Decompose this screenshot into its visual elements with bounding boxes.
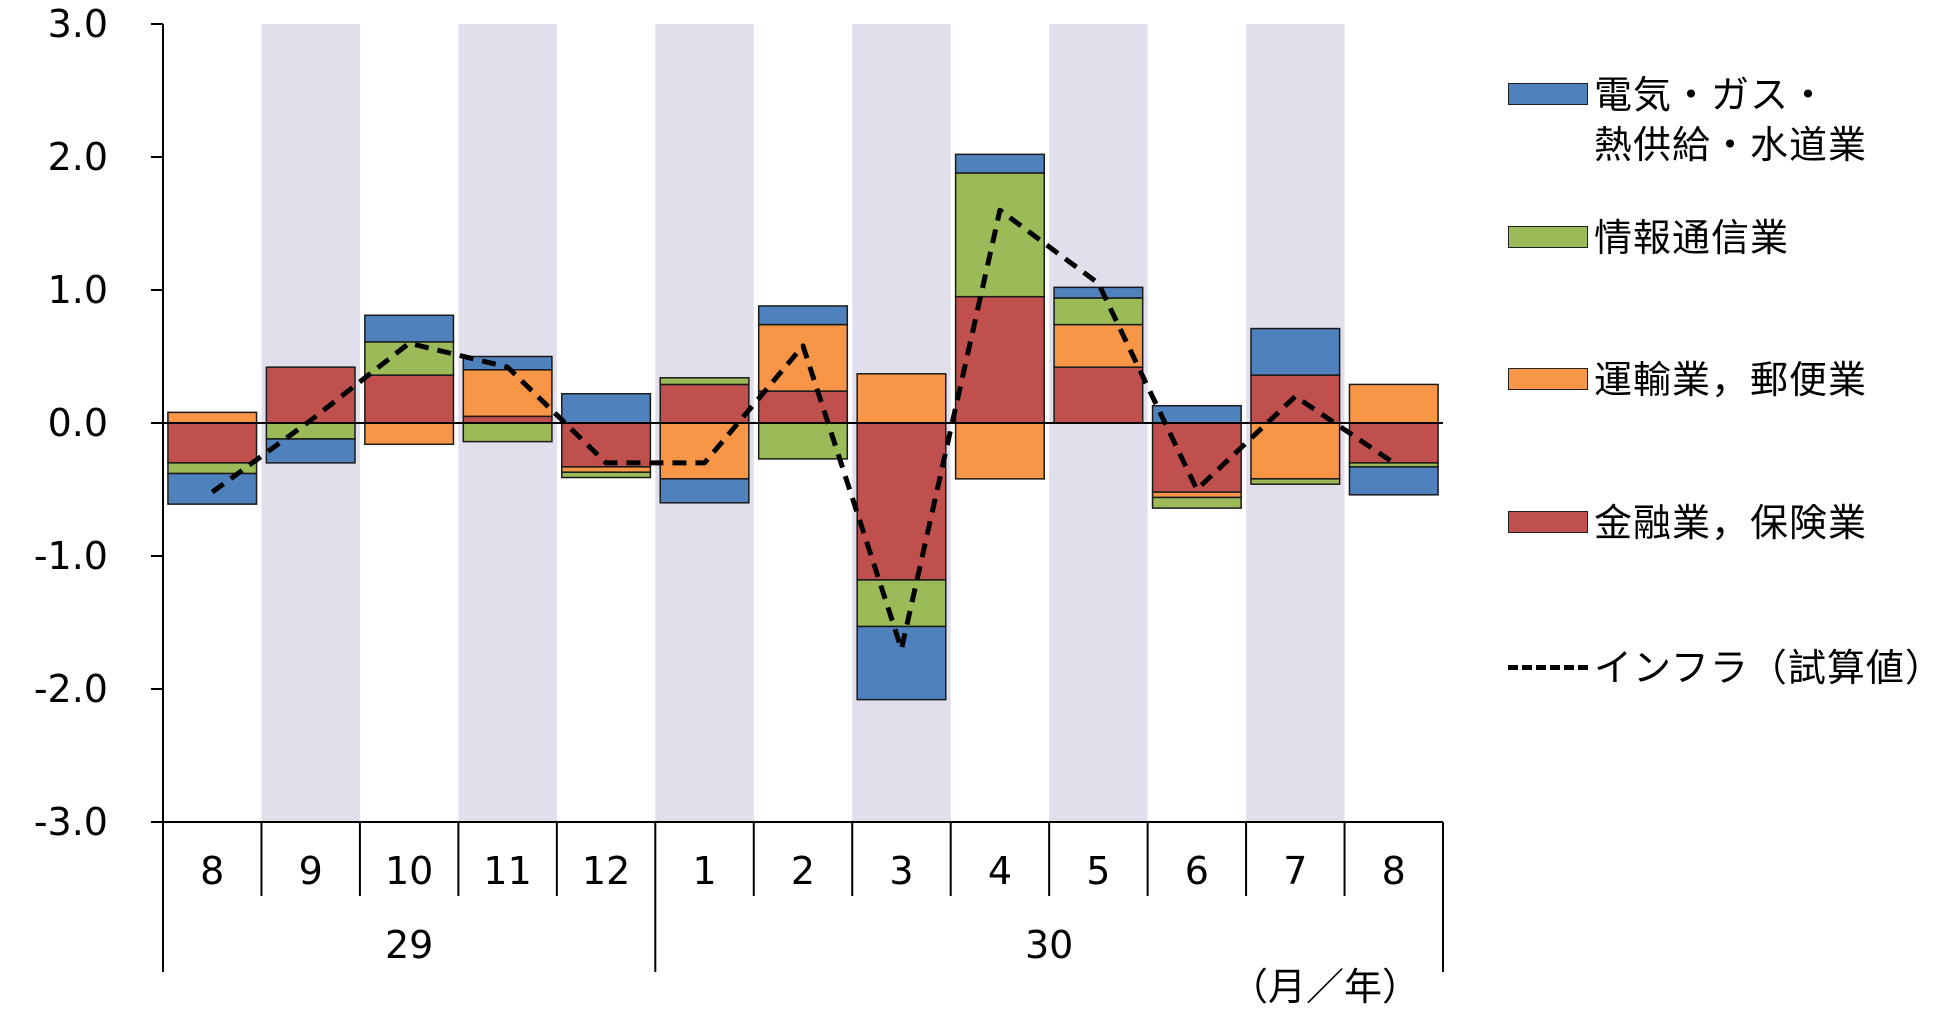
y-tick-label: 3.0	[48, 2, 108, 46]
category-label: 7	[1283, 849, 1307, 893]
bar-segment-s2-c3	[462, 422, 553, 443]
bar-segment-s0-c5	[659, 383, 750, 424]
legend-swatch-finance	[1508, 511, 1588, 533]
category-label: 8	[1382, 849, 1406, 893]
y-tick-label: -1.0	[34, 534, 108, 578]
bar-segment-s1-c2	[364, 422, 455, 446]
category-label: 11	[483, 849, 531, 893]
bar-segment-s2-c2	[364, 341, 455, 376]
legend-item-infra-line: インフラ（試算値）	[1508, 643, 1944, 693]
category-label: 5	[1086, 849, 1110, 893]
bar-segment-s1-c9	[1053, 323, 1144, 368]
category-label: 6	[1185, 849, 1209, 893]
category-label: 10	[385, 849, 433, 893]
axes	[151, 23, 1444, 972]
bar-segment-s3-c12	[1348, 466, 1439, 496]
y-tick-label: 0.0	[48, 401, 108, 445]
bar-segment-s3-c5	[659, 478, 750, 504]
bar-segment-s1-c8	[954, 422, 1045, 480]
legend-line-infra	[1508, 665, 1588, 670]
year-group-label: 30	[1025, 923, 1073, 967]
legend-item-information: 情報通信業	[1508, 213, 1789, 263]
total-line	[210, 207, 1396, 652]
x-category-labels: 8 9 10 11 12 1 2 3 4 5 6 7 8	[200, 849, 1406, 893]
bar-segment-s3-c0	[167, 472, 258, 505]
category-label: 9	[299, 849, 323, 893]
y-tick-label: 2.0	[48, 135, 108, 179]
category-label: 8	[200, 849, 224, 893]
bar-segment-s3-c4	[561, 392, 652, 424]
bar-segment-s0-c1	[265, 366, 356, 424]
bar-segment-s0-c9	[1053, 366, 1144, 424]
bar-segment-s0-c8	[954, 295, 1045, 424]
bar-segment-s1-c3	[462, 369, 553, 418]
bar-segment-s0-c6	[757, 390, 849, 424]
year-group-label: 29	[385, 923, 433, 967]
bar-segment-s2-c1	[265, 422, 356, 440]
bar-segment-s1-c4	[561, 466, 652, 473]
category-label: 12	[582, 849, 630, 893]
legend-swatch-utilities	[1508, 83, 1588, 105]
legend-label-finance: 金融業，保険業	[1594, 501, 1868, 545]
bar-segment-s3-c1	[265, 438, 356, 464]
bar-segment-s0-c10	[1151, 422, 1242, 493]
bar-segment-s3-c2	[364, 314, 455, 343]
bar-segment-s1-c5	[659, 422, 750, 480]
bar-segment-s1-c12	[1348, 383, 1439, 424]
bar-segment-s3-c11	[1250, 327, 1341, 376]
bar-segment-s1-c7	[856, 373, 947, 424]
bar-segment-s0-c0	[167, 422, 258, 464]
bar-segment-s3-c7	[856, 625, 947, 701]
y-tick-label: 1.0	[48, 268, 108, 312]
legend-label-information: 情報通信業	[1594, 216, 1790, 260]
legend-item-transport: 運輸業，郵便業	[1508, 355, 1867, 405]
bar-segment-s1-c11	[1250, 422, 1341, 480]
legend-label-transport: 運輸業，郵便業	[1594, 358, 1868, 402]
stacked-bars	[167, 153, 1439, 701]
bar-segment-s2-c10	[1151, 496, 1242, 509]
bar-segment-s2-c4	[561, 471, 652, 479]
legend-item-utilities: 電気・ガス・ 熱供給・水道業	[1508, 70, 1867, 170]
bar-segment-s3-c9	[1053, 286, 1144, 299]
legend-item-finance: 金融業，保険業	[1508, 498, 1867, 548]
category-label: 2	[791, 849, 815, 893]
infra-line	[210, 207, 1396, 652]
bar-segment-s1-c0	[167, 411, 258, 424]
bar-segment-s2-c7	[856, 579, 947, 628]
legend-label-infra: インフラ（試算値）	[1594, 646, 1944, 690]
y-tick-label: -2.0	[34, 667, 108, 711]
bar-segment-s2-c11	[1250, 478, 1341, 485]
category-label: 4	[988, 849, 1012, 893]
bar-segment-s2-c9	[1053, 297, 1144, 326]
category-label: 1	[692, 849, 716, 893]
bar-segment-s0-c2	[364, 374, 455, 424]
axis-unit-label: （月／年）	[1230, 965, 1420, 1009]
y-tick-label: -3.0	[34, 800, 108, 844]
bar-segment-s3-c6	[757, 305, 849, 326]
year-group-labels: 29 30	[385, 923, 1073, 967]
bar-segment-s1-c10	[1151, 491, 1242, 499]
category-label: 3	[889, 849, 913, 893]
y-tick-labels: 3.0 2.0 1.0 0.0 -1.0 -2.0 -3.0	[34, 2, 108, 844]
legend-swatch-information	[1508, 226, 1588, 248]
bar-segment-s2-c5	[659, 377, 750, 386]
legend-label-utilities: 電気・ガス・ 熱供給・水道業	[1594, 73, 1868, 167]
bar-segment-s3-c8	[954, 153, 1045, 174]
legend-swatch-transport	[1508, 368, 1588, 390]
